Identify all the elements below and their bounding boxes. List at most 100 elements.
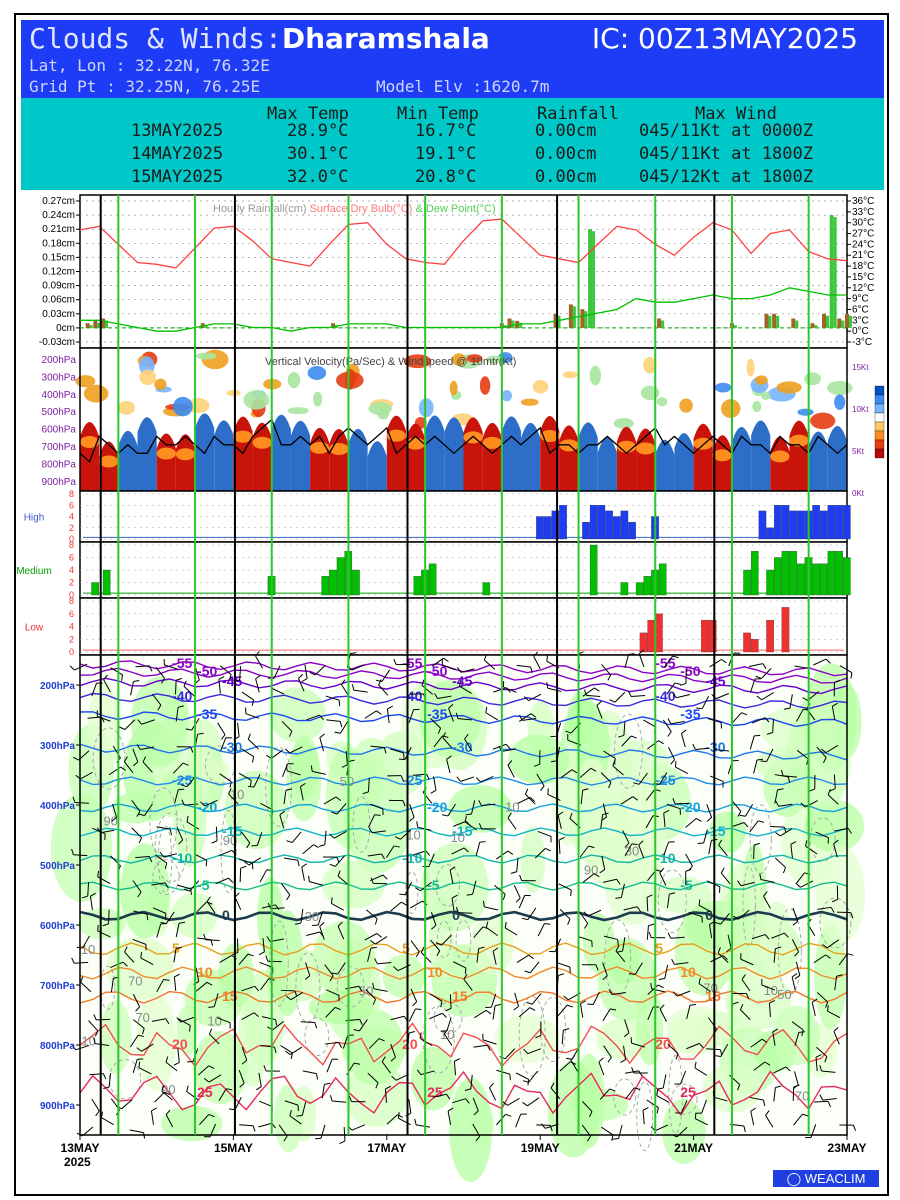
wind-barb-flag [254, 985, 260, 992]
wind-barb-flag [833, 1026, 839, 1032]
wind-barb-flag [758, 820, 765, 823]
wind-barb-flag [546, 682, 549, 689]
wind-barb [834, 827, 849, 832]
wind-barb-flag [370, 946, 377, 949]
rain-bar [849, 315, 852, 328]
wind-barb-flag [203, 1078, 210, 1083]
wind-barb-flag [638, 840, 644, 846]
wind-barb-flag [570, 1055, 575, 1061]
temp-tick-label: 3°C [852, 315, 869, 326]
wind-barb [442, 664, 456, 671]
wind-barb-flag [587, 1003, 594, 1006]
wind-barb [765, 1115, 774, 1128]
wind-barb [451, 847, 465, 855]
wind-barb [715, 693, 730, 700]
rain-bar [568, 304, 573, 328]
humidity-label: 70 [135, 1010, 149, 1025]
wind-barb [420, 1070, 435, 1076]
wind-barb-flag [175, 677, 182, 681]
humidity-contour [657, 869, 687, 934]
cloud-bar [758, 510, 767, 540]
wind-barb [695, 747, 710, 750]
wind-barb [795, 872, 805, 885]
wind-barb [622, 830, 630, 844]
wind-barb-flag [208, 1006, 215, 1008]
vv-region [808, 431, 828, 491]
wind-barb-flag [544, 923, 551, 925]
wind-barb [365, 988, 376, 1000]
wind-barb [623, 906, 638, 911]
vv-blob [720, 399, 741, 418]
temp-tick-label: 24°C [852, 239, 874, 250]
wind-barb [386, 845, 395, 859]
wind-barb-flag [119, 726, 126, 730]
wind-barb [624, 1019, 630, 1034]
wind-barb-flag [720, 867, 725, 874]
pressure-tick-label: 700hPa [40, 981, 75, 992]
wind-barb-flag [124, 946, 128, 953]
wind-barb-flag [775, 800, 780, 807]
cloud-bar [428, 563, 437, 596]
wind-barb [656, 1095, 670, 1103]
wind-barb-flag [449, 866, 456, 871]
wind-barb-flag [330, 897, 333, 904]
vv-blob [139, 369, 157, 386]
wind-barb [773, 1066, 787, 1074]
cloud-bar [612, 516, 621, 540]
wind-barb-flag [811, 998, 818, 1003]
vv-region [827, 425, 847, 491]
wind-barb-flag [122, 961, 128, 967]
wind-barb [132, 748, 139, 763]
vv-region [616, 426, 637, 491]
wind-barb [433, 776, 437, 791]
rain-tick-label: 0.06cm [42, 295, 75, 306]
wind-barb-flag [351, 684, 355, 691]
vv-edge [789, 434, 809, 447]
isotherm-line [79, 942, 848, 956]
wind-barb-flag [398, 758, 405, 761]
wind-barb [533, 656, 541, 670]
wind-barb [121, 1099, 133, 1110]
wind-barb-flag [588, 845, 595, 849]
wind-barb-flag [329, 975, 334, 982]
vv-edge [99, 455, 119, 468]
isotherm-label: 15 [705, 988, 721, 1004]
wind-barb [472, 880, 477, 895]
wind-barb-flag [485, 706, 488, 713]
cloud-bar [820, 563, 828, 596]
wind-barb-flag [240, 865, 247, 869]
wind-barb [474, 1009, 487, 1019]
wind-barb-flag [795, 882, 801, 888]
humidity-blob [161, 1105, 223, 1142]
wind-barb [378, 684, 389, 696]
wind-barb [791, 939, 800, 953]
wind-barb [647, 984, 659, 995]
wind-barb [300, 1021, 315, 1023]
wind-barb [336, 803, 347, 815]
wind-barb [675, 766, 689, 774]
wind-barb-flag [183, 680, 187, 687]
isotherm-label: -5 [427, 877, 440, 893]
humidity-contour [749, 804, 772, 874]
vv-blob [532, 379, 549, 394]
vv-blob [827, 380, 853, 396]
cloud-bar [321, 576, 330, 596]
wind-barb [219, 954, 233, 963]
wind-barb [173, 976, 177, 991]
wind-barb-flag [823, 757, 827, 764]
wind-barb-flag [387, 705, 393, 710]
wind-barb [811, 1002, 816, 1017]
wind-barb-flag [446, 755, 452, 760]
wind-tick-label: 5Kt [852, 447, 865, 456]
wind-barb [271, 749, 283, 759]
vv-region [405, 423, 426, 491]
wind-barb-flag [657, 1087, 664, 1090]
wind-barb [821, 1070, 836, 1073]
wind-barb-flag [628, 690, 632, 697]
cloud-bar [543, 516, 552, 540]
wind-barb [304, 664, 308, 679]
pressure-tick-label: 300hPa [40, 741, 75, 752]
humidity-contour [777, 908, 802, 996]
humidity-blob [468, 1102, 494, 1145]
